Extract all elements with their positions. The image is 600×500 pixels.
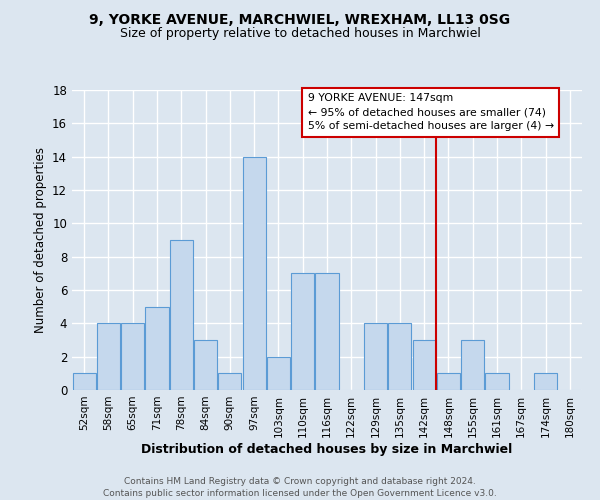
Bar (485, 374, 509, 390)
Bar (145, 306, 169, 390)
Bar (267, 356, 290, 390)
Bar (316, 274, 338, 390)
Bar (534, 374, 557, 390)
Y-axis label: Number of detached properties: Number of detached properties (34, 147, 47, 333)
Bar (413, 340, 436, 390)
Bar (291, 274, 314, 390)
Bar (437, 374, 460, 390)
Bar (364, 324, 387, 390)
Bar (242, 156, 266, 390)
Text: 9, YORKE AVENUE, MARCHWIEL, WREXHAM, LL13 0SG: 9, YORKE AVENUE, MARCHWIEL, WREXHAM, LL1… (89, 12, 511, 26)
Text: 9 YORKE AVENUE: 147sqm
← 95% of detached houses are smaller (74)
5% of semi-deta: 9 YORKE AVENUE: 147sqm ← 95% of detached… (308, 94, 554, 132)
Text: Contains HM Land Registry data © Crown copyright and database right 2024.
Contai: Contains HM Land Registry data © Crown c… (103, 476, 497, 498)
Bar (73, 374, 95, 390)
Bar (194, 340, 217, 390)
Bar (388, 324, 412, 390)
Bar (121, 324, 144, 390)
Bar (461, 340, 484, 390)
Bar (218, 374, 241, 390)
X-axis label: Distribution of detached houses by size in Marchwiel: Distribution of detached houses by size … (142, 442, 512, 456)
Bar (97, 324, 120, 390)
Text: Size of property relative to detached houses in Marchwiel: Size of property relative to detached ho… (119, 28, 481, 40)
Bar (170, 240, 193, 390)
